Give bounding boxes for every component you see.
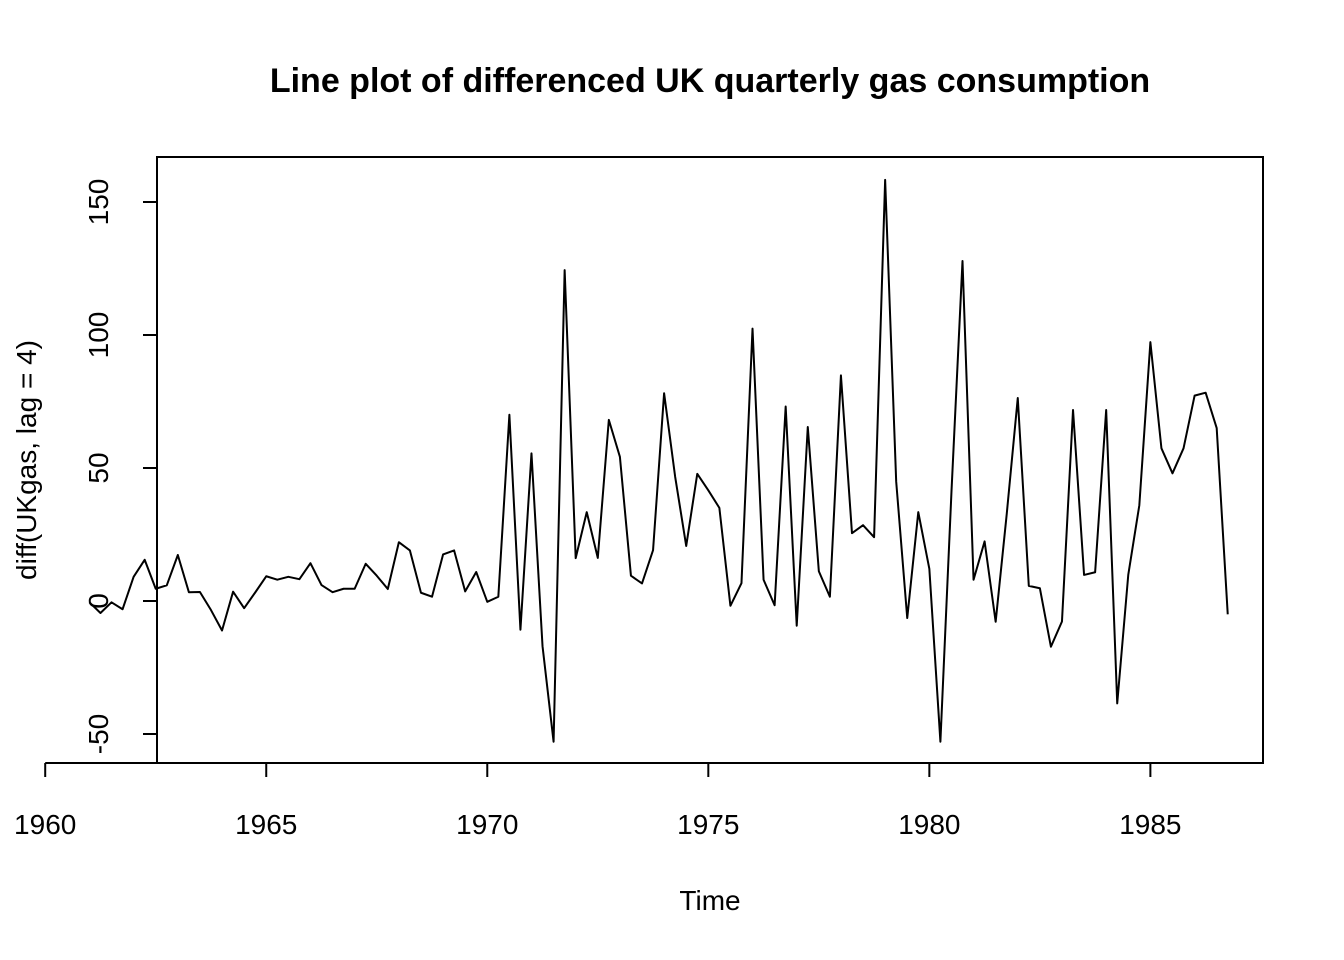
y-axis-label: diff(UKgas, lag = 4) [11, 340, 42, 580]
y-tick-label: 100 [83, 312, 114, 359]
x-axis-label: Time [679, 885, 740, 916]
x-tick-label: 1965 [235, 809, 297, 840]
x-tick-label: 1975 [677, 809, 739, 840]
x-tick-label: 1970 [456, 809, 518, 840]
y-axis: -50 0 50 100 150 [83, 179, 158, 754]
y-tick-label: 50 [83, 452, 114, 483]
x-tick-label: 1980 [898, 809, 960, 840]
series-line [88, 178, 1229, 743]
x-tick-label: 1985 [1119, 809, 1181, 840]
x-axis: 1960 1965 1970 1975 1980 1985 [14, 762, 1182, 840]
x-tick-label: 1960 [14, 809, 76, 840]
plot-frame [156, 156, 1264, 764]
chart-title: Line plot of differenced UK quarterly ga… [270, 62, 1150, 100]
y-tick-label: 150 [83, 179, 114, 226]
y-tick-label: -50 [83, 714, 114, 754]
y-tick-label: 0 [83, 593, 114, 609]
